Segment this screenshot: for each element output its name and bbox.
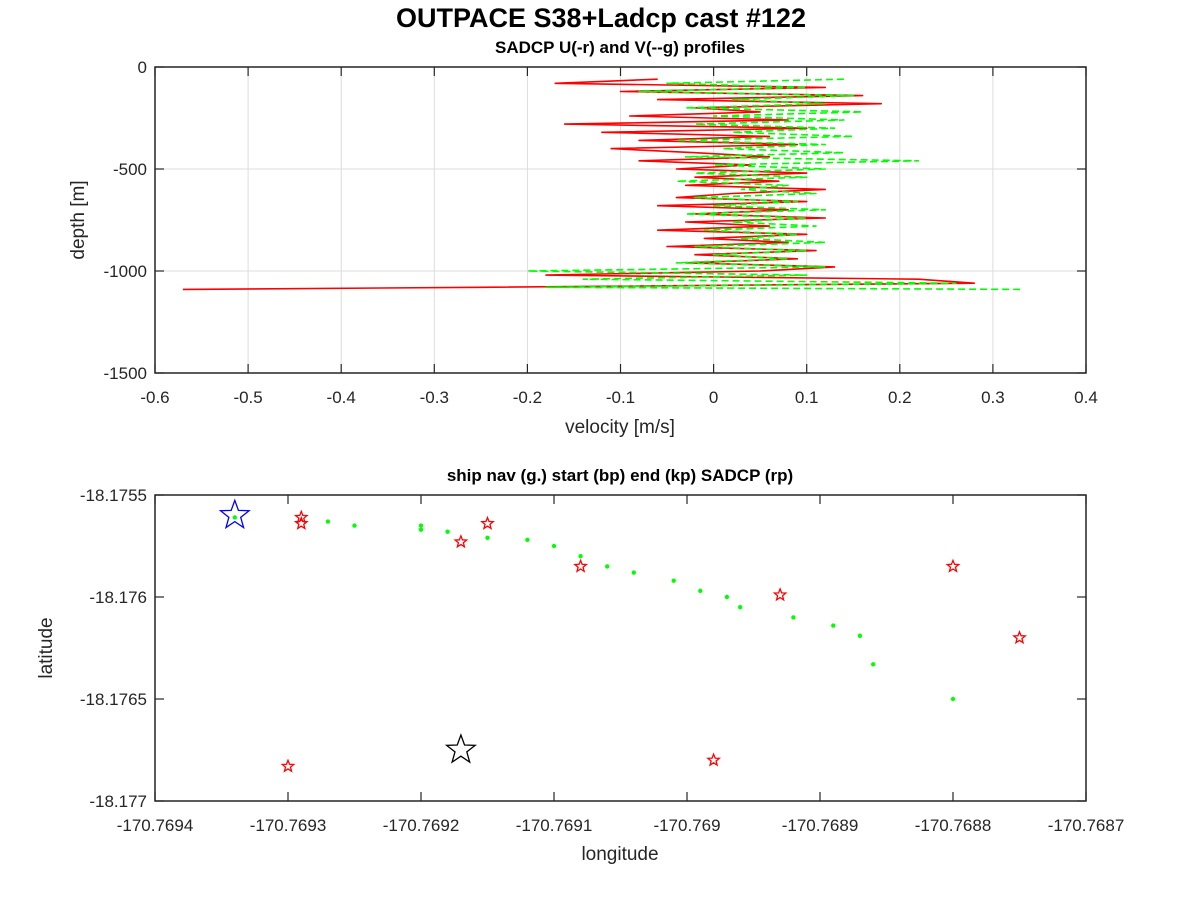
nav-plot-title: ship nav (g.) start (bp) end (kp) SADCP … [447, 466, 793, 485]
sadcp-point [453, 534, 469, 549]
profile-y-tick-label: -1500 [104, 364, 147, 383]
end-star-marker [444, 733, 477, 764]
nav-plot-frame [154, 494, 1087, 802]
profile-x-tick-label: 0.1 [795, 388, 819, 407]
nav-x-tick-label: -170.7694 [117, 816, 194, 835]
nav-y-tick-label: -18.176 [89, 588, 147, 607]
sadcp-point [480, 515, 495, 530]
profile-x-tick-label: -0.4 [327, 388, 356, 407]
profile-y-tick-label: 0 [138, 58, 147, 77]
profile-y-tick-label: -1000 [104, 262, 147, 281]
ship-nav-point [485, 535, 490, 541]
sadcp-point [772, 587, 788, 602]
sadcp-point [1012, 630, 1027, 645]
sadcp-point [706, 752, 722, 767]
v-velocity-line [526, 78, 1021, 291]
ship-nav-point [551, 543, 557, 549]
ship-nav-panel: ship nav (g.) start (bp) end (kp) SADCP … [36, 466, 1124, 865]
sadcp-point [293, 515, 309, 530]
ship-nav-point [791, 615, 796, 620]
profile-x-axis-label: velocity [m/s] [565, 417, 675, 438]
profile-x-tick-label: -0.2 [513, 388, 542, 407]
nav-x-tick-label: -170.7689 [782, 816, 859, 835]
sadcp-point [945, 558, 961, 573]
nav-x-tick-label: -170.7688 [915, 816, 992, 835]
ship-nav-point [445, 529, 450, 534]
profile-series [182, 78, 1021, 291]
sadcp-point [573, 558, 589, 573]
ship-nav-point [525, 537, 530, 543]
nav-y-axis-label: latitude [36, 617, 57, 678]
nav-y-tick-label: -18.1765 [80, 690, 147, 709]
profile-x-tick-label: -0.3 [420, 388, 449, 407]
ship-nav-point [418, 527, 424, 532]
nav-series [218, 498, 1027, 773]
sadcp-point [280, 758, 296, 773]
ship-nav-point [671, 578, 676, 583]
nav-x-axis-label: longitude [581, 844, 658, 865]
nav-plot-border [154, 494, 1087, 802]
ship-nav-point [605, 564, 610, 569]
ship-nav-point [698, 588, 703, 594]
velocity-profile-panel: SADCP U(-r) and V(--g) profiles -0.6 -0.5… [68, 38, 1098, 438]
profile-ticks: -0.6 -0.5 -0.4 -0.3 -0.2 -0.1 0 0.1 0.2 0.3 0.4 0 -5… [104, 58, 1098, 407]
profile-x-tick-label: -0.6 [140, 388, 169, 407]
ship-nav-point [724, 594, 730, 600]
nav-x-tick-label: -170.7687 [1048, 816, 1125, 835]
nav-x-tick-label: -170.7693 [250, 816, 327, 835]
profile-x-tick-label: 0 [709, 388, 718, 407]
figure-title: OUTPACE S38+Ladcp cast #122 [396, 3, 806, 33]
profile-x-tick-label: -0.1 [606, 388, 635, 407]
ship-nav-point [831, 623, 836, 628]
ship-nav-point [631, 570, 636, 575]
nav-x-tick-label: -170.769 [653, 816, 720, 835]
ship-nav-point [857, 633, 863, 638]
profile-x-tick-label: 0.2 [888, 388, 912, 407]
nav-ticks: -170.7694 -170.7693 -170.7692 -170.7691 -170… [80, 486, 1124, 835]
profile-y-tick-label: -500 [113, 160, 147, 179]
ship-nav-point [578, 554, 583, 559]
start-star-marker [218, 498, 251, 530]
ship-nav-point [325, 519, 331, 524]
sadcp-point [293, 509, 309, 524]
nav-y-tick-label: -18.177 [89, 792, 147, 811]
profile-plot-title: SADCP U(-r) and V(--g) profiles [495, 38, 745, 57]
ship-nav-point [950, 696, 956, 702]
profile-x-tick-label: -0.5 [233, 388, 262, 407]
profile-x-tick-label: 0.3 [981, 388, 1005, 407]
ship-nav-point [232, 515, 237, 520]
nav-y-tick-label: -18.1755 [80, 486, 147, 505]
profile-x-tick-label: 0.4 [1074, 388, 1098, 407]
nav-x-tick-label: -170.7691 [516, 816, 593, 835]
ship-nav-point [418, 523, 424, 528]
ship-nav-point [871, 662, 876, 667]
nav-x-tick-label: -170.7692 [383, 816, 460, 835]
ship-nav-point [738, 605, 743, 610]
ship-nav-point [352, 523, 357, 528]
profile-y-axis-label: depth [m] [68, 180, 89, 259]
